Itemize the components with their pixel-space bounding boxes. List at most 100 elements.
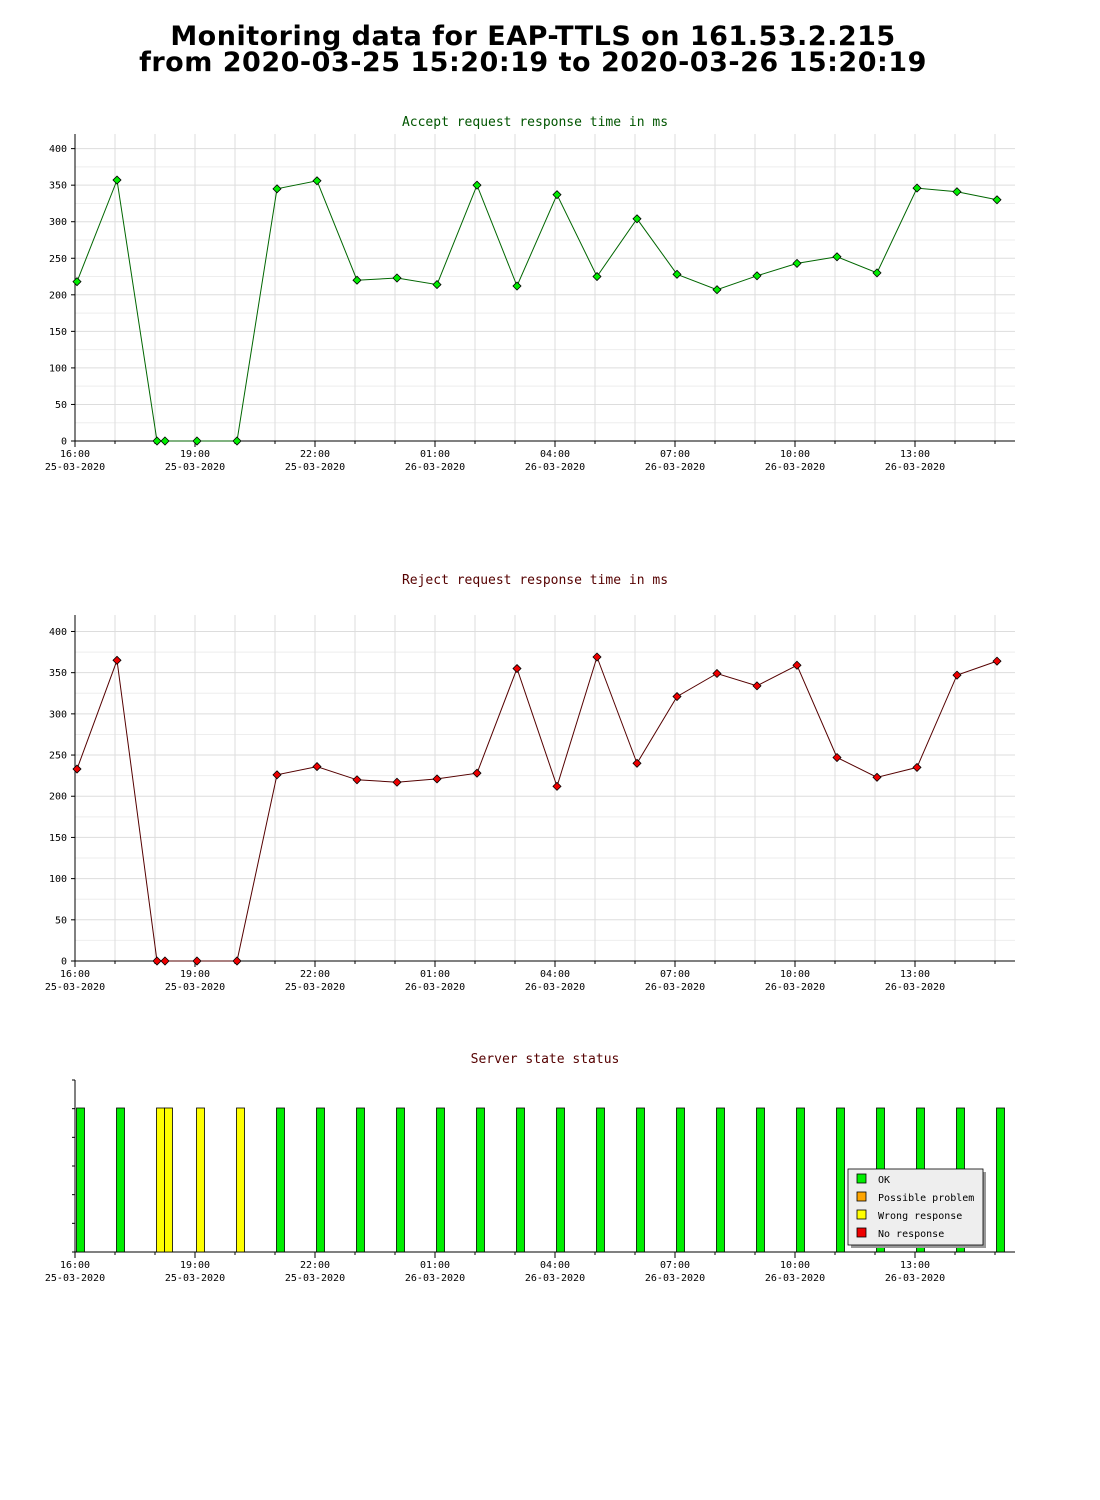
status-bar [76,1107,85,1253]
chart-title: Reject request response time in ms [402,573,668,588]
data-point [592,652,602,662]
data-point [672,269,682,279]
x-tick-label-date: 25-03-2020 [285,462,345,473]
x-tick-label-time: 19:00 [180,969,210,980]
x-tick-label-time: 13:00 [900,1260,930,1271]
data-point [312,176,322,186]
x-tick-label-time: 10:00 [780,449,810,460]
status-bar [356,1107,365,1253]
data-point [552,781,562,791]
legend-label: Wrong response [878,1211,962,1222]
x-tick-label-date: 26-03-2020 [885,1273,945,1284]
y-tick-label: 350 [49,668,67,679]
page-title-line-2: from 2020-03-25 15:20:19 to 2020-03-26 1… [139,47,927,78]
y-tick-label: 250 [49,254,67,265]
x-tick-label-time: 22:00 [300,1260,330,1271]
x-tick-label-time: 19:00 [180,449,210,460]
data-point [792,660,802,670]
data-point [712,285,722,295]
data-point [352,775,362,785]
x-tick-label-time: 04:00 [540,449,570,460]
x-tick-label-date: 26-03-2020 [765,982,825,993]
data-point [912,183,922,193]
x-tick-label-date: 26-03-2020 [525,982,585,993]
data-point [352,275,362,285]
data-point [112,175,122,185]
data-point [632,758,642,768]
x-tick-label-time: 13:00 [900,449,930,460]
legend [847,1168,984,1246]
y-tick-label: 200 [49,792,67,803]
status-bar [316,1107,325,1253]
status-bar [476,1107,485,1253]
x-tick-label-time: 19:00 [180,1260,210,1271]
data-point [272,184,282,194]
data-point [952,670,962,680]
data-point [832,252,842,262]
status-bar [116,1107,125,1253]
data-point [952,187,962,197]
data-point [752,271,762,281]
data-point [832,752,842,763]
x-tick-label-date: 26-03-2020 [885,462,945,473]
data-point [160,436,170,446]
y-tick-label: 400 [49,627,67,638]
legend-label: Possible problem [878,1193,974,1204]
data-point [552,190,562,200]
status-bar [716,1107,725,1253]
status-bar [996,1107,1005,1253]
x-tick-label-date: 25-03-2020 [45,1273,105,1284]
x-tick-label-date: 26-03-2020 [405,982,465,993]
data-point [792,258,802,268]
x-tick-label-date: 25-03-2020 [285,1273,345,1284]
y-tick-label: 50 [55,915,67,926]
x-tick-label-date: 25-03-2020 [45,982,105,993]
y-tick-label: 50 [55,400,67,411]
y-tick-label: 150 [49,327,67,338]
data-point [272,770,282,780]
status-bar [196,1107,205,1253]
x-tick-label-time: 07:00 [660,449,690,460]
legend-swatch-ok [856,1173,867,1184]
x-tick-label-date: 26-03-2020 [405,1273,465,1284]
x-tick-label-time: 22:00 [300,449,330,460]
x-tick-label-time: 16:00 [60,449,90,460]
status-bar [596,1107,605,1253]
y-tick-label: 400 [49,144,67,155]
x-tick-label-date: 26-03-2020 [765,1273,825,1284]
chart-title: Server state status [471,1052,620,1067]
y-tick-label: 200 [49,290,67,301]
data-point [992,195,1002,205]
status-bar [756,1107,765,1253]
legend-swatch-wrong-response [856,1209,867,1220]
x-tick-label-date: 26-03-2020 [765,462,825,473]
data-point [72,764,82,774]
data-point [392,777,402,787]
series-line [76,178,998,442]
y-tick-label: 300 [49,709,67,720]
x-tick-label-date: 26-03-2020 [645,982,705,993]
status-bar [164,1107,173,1253]
chart-title: Accept request response time in ms [402,115,668,130]
y-tick-label: 150 [49,833,67,844]
data-point [872,268,882,278]
x-tick-label-time: 01:00 [420,969,450,980]
status-bar [636,1107,645,1253]
data-point [992,656,1002,666]
y-tick-label: 100 [49,874,67,885]
data-point [592,271,602,282]
x-tick-label-date: 26-03-2020 [885,982,945,993]
data-point [152,956,162,966]
status-bar [436,1107,445,1253]
page-title: Monitoring data for EAP-TTLS on 161.53.2… [0,23,1066,78]
data-point [432,774,442,784]
x-tick-label-date: 25-03-2020 [165,462,225,473]
x-tick-label-date: 25-03-2020 [165,1273,225,1284]
status-bar [236,1107,245,1253]
data-point [472,768,482,778]
x-tick-label-time: 16:00 [60,1260,90,1271]
x-tick-label-date: 26-03-2020 [525,462,585,473]
x-tick-label-time: 13:00 [900,969,930,980]
legend-swatch-possible-problem [856,1191,867,1202]
